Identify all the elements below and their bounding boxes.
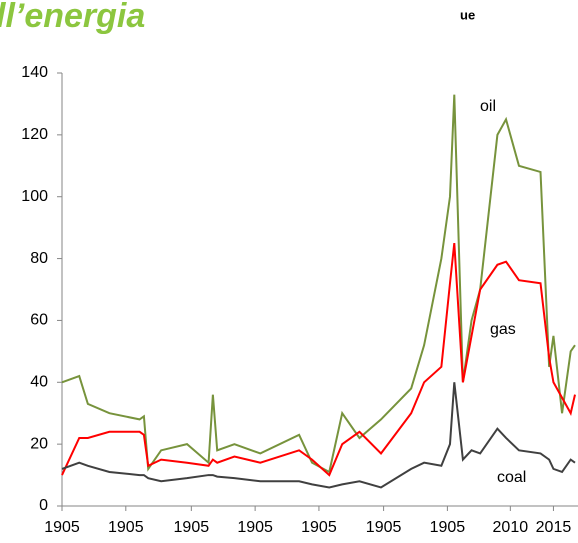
y-tick-label: 100	[21, 188, 48, 205]
page-subtitle: ue	[460, 7, 475, 22]
x-tick-label: 1905	[366, 519, 402, 536]
line-2	[61, 382, 576, 489]
page-title: ll’energia	[0, 0, 145, 35]
series-label: gas	[490, 321, 516, 338]
x-tick-label: 1905	[237, 519, 273, 536]
x-tick-label: 1905	[44, 519, 80, 536]
x-tick-label: 1905	[174, 519, 210, 536]
y-tick-label: 20	[30, 435, 48, 452]
x-tick-label: 2010	[493, 519, 529, 536]
y-tick-label: 0	[39, 497, 48, 514]
x-tick-label: 1905	[108, 519, 144, 536]
line-1	[61, 243, 576, 477]
series-label: coal	[497, 469, 526, 486]
y-tick-label: 60	[30, 312, 48, 329]
x-tick-label: 1905	[430, 519, 466, 536]
series-label: oil	[480, 98, 496, 115]
line-0	[61, 94, 576, 474]
y-tick-label: 80	[30, 250, 48, 267]
x-tick-label: 1905	[301, 519, 337, 536]
x-tick-label: 2015	[536, 519, 572, 536]
y-tick-label: 140	[21, 64, 48, 81]
y-tick-label: 40	[30, 374, 48, 391]
y-tick-label: 120	[21, 126, 48, 143]
